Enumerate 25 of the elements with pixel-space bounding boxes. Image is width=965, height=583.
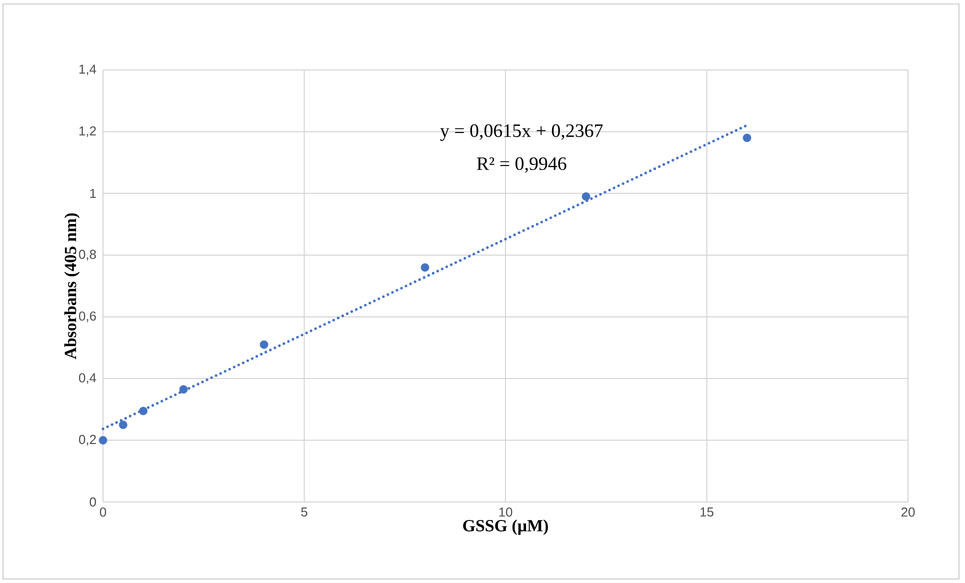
y-tick-label: 0,4	[78, 373, 96, 384]
y-tick-label: 1	[90, 188, 96, 198]
y-tick-label: 0	[90, 497, 96, 507]
annotation: R² = 0,9946	[476, 157, 566, 173]
x-tick-label: 20	[901, 508, 915, 517]
y-tick-label: 0,8	[78, 250, 96, 260]
y-tick-label: 0,6	[78, 311, 96, 322]
y-tick-label: 0,2	[78, 434, 96, 446]
x-axis-title: GSSG (µM)	[463, 520, 548, 535]
point	[179, 385, 188, 394]
point	[420, 263, 430, 272]
x-tick-label: 0	[100, 508, 106, 517]
point	[742, 134, 752, 142]
y-axis-title: Absorbans (405 nm)	[64, 213, 80, 360]
point	[260, 340, 268, 349]
x-tick-label: 10	[499, 508, 512, 517]
x-tick-label: 15	[700, 508, 714, 517]
point	[139, 406, 148, 416]
point	[98, 436, 108, 444]
y-tick-label: 1,2	[79, 126, 96, 138]
point	[582, 192, 590, 201]
x-tick-label: 5	[301, 508, 308, 517]
point	[118, 420, 128, 430]
y-tick-label: 1,4	[79, 64, 96, 76]
annotation: y = 0,0615x + 0,2367	[440, 124, 603, 141]
